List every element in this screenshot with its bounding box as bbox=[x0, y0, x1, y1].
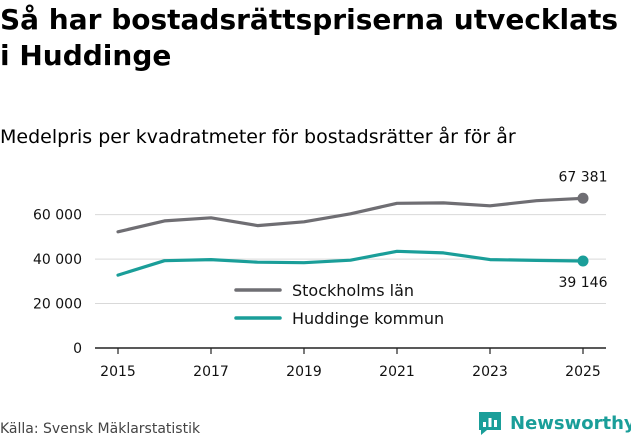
legend: Stockholms län Huddinge kommun bbox=[234, 281, 444, 328]
series-end-marker bbox=[577, 255, 589, 267]
data-label: 67 381 bbox=[559, 169, 608, 185]
x-tick-label: 2015 bbox=[100, 364, 136, 380]
newsworthy-logo-icon bbox=[479, 412, 501, 435]
y-tick-label: 0 bbox=[73, 341, 82, 357]
axes: 0 20 000 40 000 60 000 2015 2017 2019 2021 2023 2… bbox=[33, 208, 606, 380]
x-tick-label: 2017 bbox=[193, 364, 229, 380]
legend-entry: Huddinge kommun bbox=[292, 309, 444, 328]
y-tick-label: 20 000 bbox=[33, 297, 82, 313]
brand-logo: Newsworthy bbox=[476, 409, 631, 437]
series-end-marker bbox=[577, 192, 589, 204]
series: 67 381 39 146 bbox=[116, 169, 608, 291]
x-tick-label: 2019 bbox=[286, 364, 322, 380]
legend-entry: Stockholms län bbox=[292, 281, 414, 300]
series-line bbox=[116, 196, 585, 234]
line-chart: 0 20 000 40 000 60 000 2015 2017 2019 2021 2023 2… bbox=[33, 169, 608, 380]
chart-subtitle: Medelpris per kvadratmeter för bostadsrä… bbox=[0, 126, 516, 148]
x-tick-label: 2025 bbox=[565, 364, 601, 380]
x-tick-label: 2023 bbox=[472, 364, 508, 380]
y-tick-label: 40 000 bbox=[33, 252, 82, 268]
brand-name: Newsworthy bbox=[510, 412, 631, 434]
x-tick-label: 2021 bbox=[379, 364, 415, 380]
chart-title: Så har bostadsrättspriserna utvecklats i… bbox=[0, 3, 619, 72]
data-label: 39 146 bbox=[559, 275, 608, 291]
y-tick-label: 60 000 bbox=[33, 208, 82, 224]
source-note: Källa: Svensk Mäklarstatistik bbox=[0, 421, 201, 437]
series-line bbox=[116, 249, 585, 277]
